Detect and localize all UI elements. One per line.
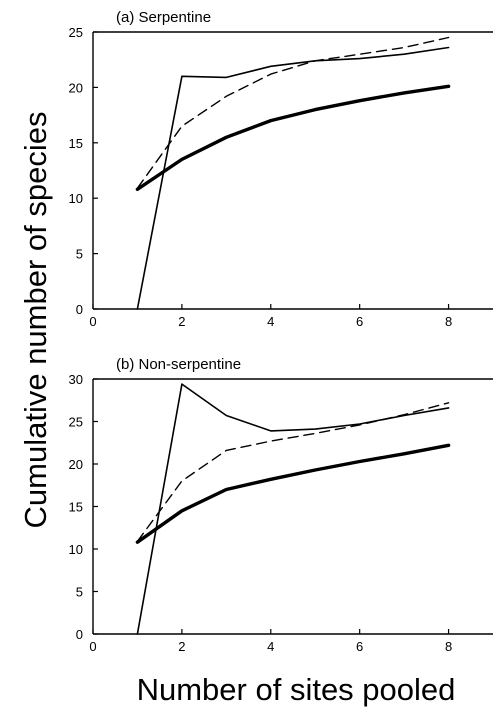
x-tick-label-a: 6 [356, 314, 363, 329]
series-thick-solid-line-b [135, 443, 451, 544]
panel-b-title: (b) Non-serpentine [116, 356, 241, 373]
y-axis-title: Cumulative number of species [18, 112, 53, 529]
y-tick-label-b: 5 [76, 585, 83, 600]
series-thin-solid-line-a [136, 46, 450, 310]
series-dashed-line-b [136, 402, 450, 543]
y-tick-label-b: 15 [69, 500, 83, 515]
x-tick-label-b: 0 [89, 639, 96, 654]
y-tick-label-b: 20 [69, 457, 83, 472]
y-tick-label-a: 20 [69, 80, 83, 95]
y-tick-label-a: 15 [69, 136, 83, 151]
series-dashed-line-a [136, 36, 450, 189]
x-tick-label-a: 2 [178, 314, 185, 329]
y-tick-label-b: 10 [69, 542, 83, 557]
panel-non-serpentine: (b) Non-serpentine 0 5 10 15 20 25 30 0 2 4 6 8 [69, 356, 493, 654]
x-axis-title: Number of sites pooled [137, 672, 456, 707]
series-thick-solid-line-a [135, 84, 451, 192]
y-tick-label-b: 30 [69, 372, 83, 387]
y-tick-label-a: 25 [69, 25, 83, 40]
y-tick-label-b: 25 [69, 415, 83, 430]
y-tick-label-a: 5 [76, 247, 83, 262]
series-thin-solid-line-b [136, 383, 450, 635]
x-tick-label-a: 0 [89, 314, 96, 329]
panel-a-title: (a) Serpentine [116, 9, 211, 26]
x-tick-label-a: 4 [267, 314, 274, 329]
x-tick-label-a: 8 [445, 314, 452, 329]
x-tick-label-b: 6 [356, 639, 363, 654]
y-tick-label-a: 10 [69, 191, 83, 206]
x-tick-label-b: 2 [178, 639, 185, 654]
y-tick-label-a: 0 [76, 302, 83, 317]
x-tick-label-b: 8 [445, 639, 452, 654]
x-tick-label-b: 4 [267, 639, 274, 654]
y-tick-label-b: 0 [76, 627, 83, 642]
panel-serpentine: (a) Serpentine 0 5 10 15 20 25 0 2 4 6 8 [69, 9, 493, 329]
